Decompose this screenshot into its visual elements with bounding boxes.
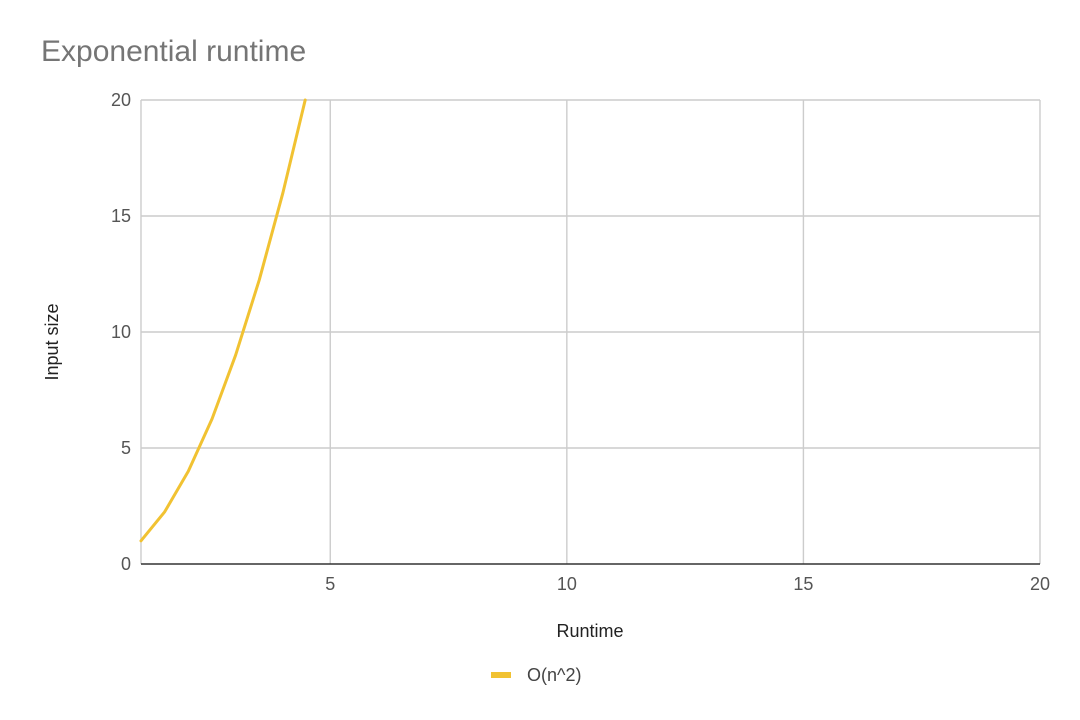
y-tick-label: 15 [111, 206, 131, 226]
x-tick-label: 5 [325, 574, 335, 594]
x-tick-labels: 5 10 15 20 [325, 574, 1050, 594]
legend-label: O(n^2) [527, 665, 581, 685]
y-tick-label: 0 [121, 554, 131, 574]
y-tick-label: 5 [121, 438, 131, 458]
y-tick-labels: 0 5 10 15 20 [111, 90, 131, 574]
y-tick-label: 10 [111, 322, 131, 342]
x-axis-title: Runtime [556, 621, 623, 641]
y-axis-title: Input size [42, 303, 62, 380]
chart-title: Exponential runtime [41, 35, 306, 68]
x-tick-label: 15 [793, 574, 813, 594]
y-gridlines [141, 99, 1040, 449]
y-tick-label: 20 [111, 90, 131, 110]
series-layer [139, 98, 307, 543]
series-line [139, 98, 307, 543]
x-tick-label: 20 [1030, 574, 1050, 594]
legend[interactable]: O(n^2) [491, 665, 581, 685]
x-tick-label: 10 [557, 574, 577, 594]
